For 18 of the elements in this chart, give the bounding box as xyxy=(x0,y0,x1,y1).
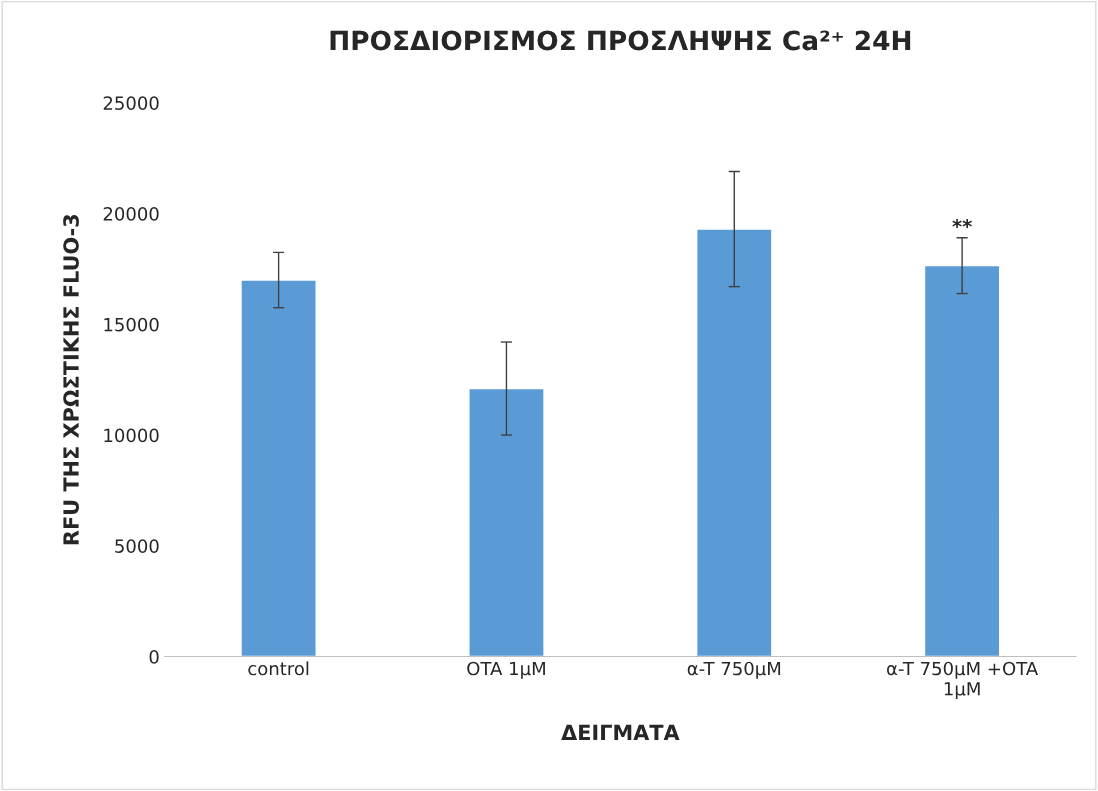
x-tick-label: α-T 750μM xyxy=(687,661,781,679)
y-tick-label: 15000 xyxy=(104,317,159,332)
x-tick-label: α-T 750μM +OTA 1μM xyxy=(887,661,1039,700)
y-axis-title: RFU ΤΗΣ ΧΡΩΣΤΙΚΗΣ FLUO-3 xyxy=(63,214,79,545)
bar xyxy=(923,264,1001,657)
y-tick-label: 0 xyxy=(149,649,159,664)
y-tick-label: 20000 xyxy=(103,207,159,221)
y-tick-label: 5000 xyxy=(115,539,159,553)
x-tick-label: OTA 1μM xyxy=(467,661,545,679)
x-axis-title: ΔΕΙΓΜΑΤΑ xyxy=(561,724,680,740)
chart-title: ΠΡΟΣΔΙΟΡΙΣΜΟΣ ΠΡΟΣΛΗΨΗΣ Ca²⁺ 24H xyxy=(330,30,911,51)
bar xyxy=(468,387,545,657)
x-tick-label: control xyxy=(248,661,309,676)
y-tick-label: 25000 xyxy=(103,96,159,110)
y-tick-label: 10000 xyxy=(104,428,159,443)
annotation: ** xyxy=(952,219,972,229)
bar xyxy=(240,279,317,657)
bar xyxy=(695,228,773,657)
